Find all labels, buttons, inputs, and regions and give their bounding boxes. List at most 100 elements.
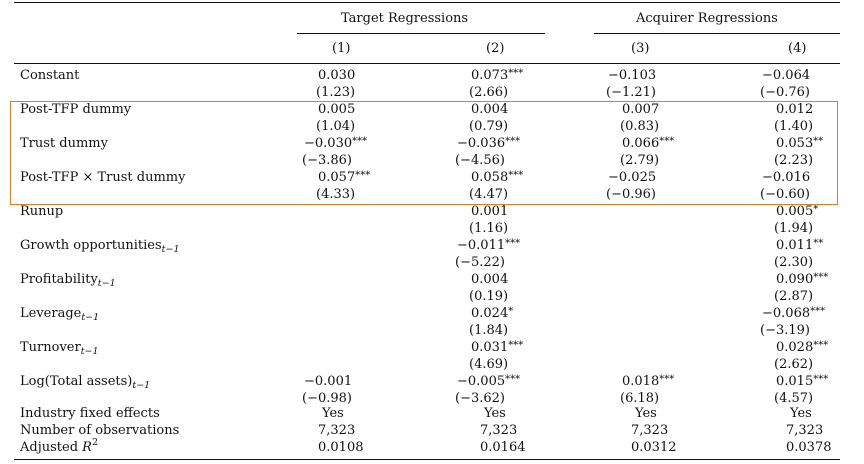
coef-value: 0.028 xyxy=(776,340,814,355)
coef-value: 0.018 xyxy=(622,374,660,389)
t-stat-cell: (−3.62) xyxy=(455,391,505,406)
significance-stars: *** xyxy=(508,68,524,79)
footer-value: Yes xyxy=(635,406,657,421)
significance-stars: *** xyxy=(659,136,675,147)
footer-value: Yes xyxy=(790,406,812,421)
coef-cell: 0.018*** xyxy=(622,374,674,390)
coef-value: −0.005 xyxy=(457,374,506,389)
coef-value: 0.058 xyxy=(471,170,509,185)
t-stat-cell: (4.33) xyxy=(316,187,356,202)
footer-label-text: Adjusted xyxy=(20,440,83,455)
significance-stars: * xyxy=(813,204,819,215)
t-stat-cell: (1.16) xyxy=(469,221,509,236)
coef-value: 0.073 xyxy=(471,68,509,83)
coef-value: 0.001 xyxy=(471,204,509,219)
t-stat-cell: (1.23) xyxy=(316,85,356,100)
coef-value: 0.011 xyxy=(776,238,814,253)
coef-value: −0.016 xyxy=(762,170,811,185)
coef-value: −0.068 xyxy=(762,306,811,321)
t-stat-cell: (−0.76) xyxy=(760,85,810,100)
coef-cell: −0.005*** xyxy=(457,374,520,390)
significance-stars: *** xyxy=(505,136,521,147)
footer-label: Industry fixed effects xyxy=(20,406,160,421)
significance-stars: *** xyxy=(355,170,371,181)
coef-value: 0.004 xyxy=(471,272,509,287)
row-label: Profitabilityt−1 xyxy=(20,272,116,289)
coef-value: 0.030 xyxy=(318,68,356,83)
coef-value: −0.001 xyxy=(304,374,353,389)
row-label-text: Post-TFP dummy xyxy=(20,102,132,117)
t-stat-cell: (0.83) xyxy=(620,119,660,134)
group-header-target: Target Regressions xyxy=(341,11,469,26)
significance-stars: *** xyxy=(813,272,829,283)
t-stat-cell: (1.84) xyxy=(469,323,509,338)
coef-cell: −0.103 xyxy=(608,68,656,83)
t-stat-cell: (2.23) xyxy=(774,153,814,168)
col-header-4: (4) xyxy=(788,41,807,56)
coef-cell: 0.073*** xyxy=(471,68,523,84)
coef-value: −0.011 xyxy=(457,238,506,253)
group-header-acquirer: Acquirer Regressions xyxy=(636,11,778,26)
t-stat-cell: (2.79) xyxy=(620,153,660,168)
t-stat-cell: (0.79) xyxy=(469,119,509,134)
coef-value: 0.005 xyxy=(776,204,814,219)
t-stat-cell: (4.69) xyxy=(469,357,509,372)
coef-value: 0.024 xyxy=(471,306,509,321)
coef-cell: 0.057*** xyxy=(318,170,370,186)
coef-cell: −0.001 xyxy=(304,374,352,389)
t-stat-cell: (2.62) xyxy=(774,357,814,372)
footer-value: 7,323 xyxy=(631,423,669,438)
row-label-subscript: t−1 xyxy=(97,278,116,289)
coef-value: 0.057 xyxy=(318,170,356,185)
top-rule xyxy=(14,2,840,3)
coef-cell: 0.066*** xyxy=(622,136,674,152)
significance-stars: *** xyxy=(508,340,524,351)
group-rule-acquirer xyxy=(594,33,840,34)
significance-stars: ** xyxy=(813,136,824,147)
t-stat-cell: (−0.98) xyxy=(302,391,352,406)
coef-cell: 0.030 xyxy=(318,68,355,83)
row-label-text: Growth opportunities xyxy=(20,238,162,253)
coef-value: −0.103 xyxy=(608,68,657,83)
coef-cell: 0.012 xyxy=(776,102,813,117)
coef-cell: 0.090*** xyxy=(776,272,828,288)
footer-label-superscript: 2 xyxy=(91,437,98,448)
t-stat-cell: (2.30) xyxy=(774,255,814,270)
coef-cell: 0.011** xyxy=(776,238,823,254)
significance-stars: *** xyxy=(810,306,826,317)
group-rule-target xyxy=(297,33,545,34)
coef-value: 0.004 xyxy=(471,102,509,117)
row-label-text: Leverage xyxy=(20,306,82,321)
row-label: Leveraget−1 xyxy=(20,306,99,323)
coef-value: 0.015 xyxy=(776,374,814,389)
row-label-subscript: t−1 xyxy=(132,380,151,391)
row-label: Trust dummy xyxy=(20,136,108,151)
row-label: Turnovert−1 xyxy=(20,340,99,357)
t-stat-cell: (−3.19) xyxy=(760,323,810,338)
row-label-text: Post-TFP × Trust dummy xyxy=(20,170,186,185)
footer-value: 7,323 xyxy=(318,423,356,438)
coef-value: −0.030 xyxy=(304,136,353,151)
bottom-rule xyxy=(14,459,840,460)
footer-value: 0.0108 xyxy=(318,440,364,455)
footer-value: 0.0378 xyxy=(786,440,832,455)
coef-value: 0.007 xyxy=(622,102,660,117)
coef-value: −0.036 xyxy=(457,136,506,151)
footer-label: Adjusted R2 xyxy=(20,437,98,456)
t-stat-cell: (2.66) xyxy=(469,85,509,100)
coef-value: 0.031 xyxy=(471,340,509,355)
footer-label: Number of observations xyxy=(20,423,179,438)
coef-value: 0.005 xyxy=(318,102,356,117)
significance-stars: *** xyxy=(505,238,521,249)
coef-cell: 0.053** xyxy=(776,136,823,152)
row-label-text: Profitability xyxy=(20,272,98,287)
footer-value: Yes xyxy=(484,406,506,421)
row-label: Constant xyxy=(20,68,79,83)
row-label: Post-TFP × Trust dummy xyxy=(20,170,185,185)
significance-stars: ** xyxy=(813,238,824,249)
col-header-3: (3) xyxy=(631,41,650,56)
row-label-text: Runup xyxy=(20,204,64,219)
coef-cell: −0.064 xyxy=(762,68,810,83)
coef-value: 0.012 xyxy=(776,102,814,117)
